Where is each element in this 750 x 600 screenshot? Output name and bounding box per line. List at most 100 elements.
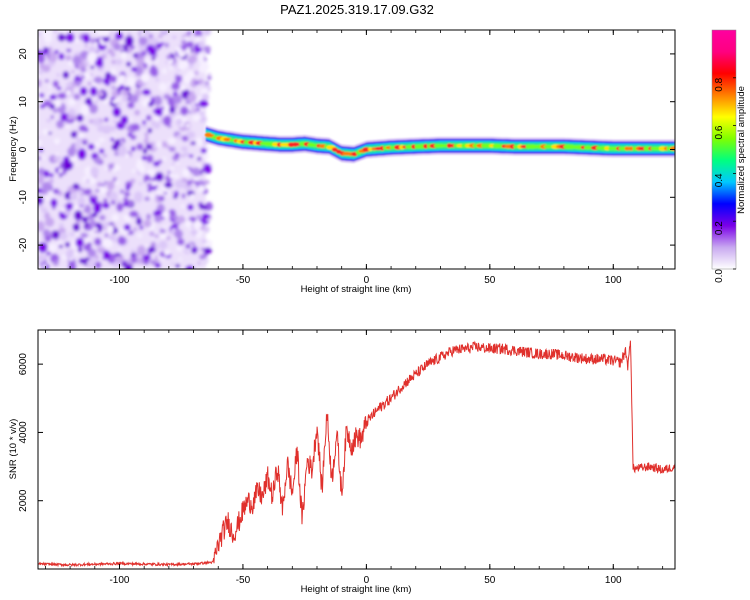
noise-blob bbox=[201, 93, 210, 102]
noise-blob bbox=[147, 188, 152, 192]
noise-blob bbox=[38, 196, 44, 205]
noise-blob bbox=[191, 167, 202, 177]
noise-blob bbox=[86, 259, 96, 269]
noise-blob bbox=[111, 223, 116, 227]
snr-y-tick-label: 4000 bbox=[18, 421, 29, 444]
noise-blob bbox=[161, 141, 168, 148]
noise-blob bbox=[94, 237, 102, 246]
noise-blob bbox=[129, 178, 136, 184]
noise-blob bbox=[38, 174, 45, 184]
noise-blob bbox=[123, 201, 128, 207]
noise-blob bbox=[174, 173, 179, 179]
noise-blob bbox=[171, 162, 175, 166]
noise-blob bbox=[38, 242, 48, 253]
noise-blob bbox=[200, 147, 207, 154]
noise-blob bbox=[161, 30, 167, 33]
ridge-peak bbox=[509, 144, 516, 149]
noise-blob bbox=[207, 75, 212, 80]
noise-blob bbox=[91, 212, 98, 218]
noise-blob bbox=[92, 118, 101, 126]
noise-blob bbox=[194, 30, 203, 38]
snr-y-tick-label: 6000 bbox=[18, 353, 29, 376]
noise-blob bbox=[152, 37, 159, 45]
noise-blob bbox=[82, 33, 91, 44]
noise-blob bbox=[123, 191, 131, 197]
noise-blob bbox=[146, 180, 150, 184]
noise-blob bbox=[44, 217, 55, 227]
noise-blob bbox=[75, 80, 81, 87]
noise-blob bbox=[39, 92, 45, 98]
noise-blob bbox=[174, 179, 184, 189]
noise-blob bbox=[159, 233, 168, 240]
noise-blob bbox=[111, 213, 119, 222]
noise-blob bbox=[207, 72, 212, 77]
noise-blob bbox=[130, 249, 136, 254]
noise-blob bbox=[142, 254, 151, 261]
noise-blob bbox=[171, 82, 181, 91]
noise-blob bbox=[111, 59, 116, 65]
noise-blob bbox=[131, 169, 136, 173]
noise-blob bbox=[155, 77, 160, 82]
noise-blob bbox=[119, 189, 125, 194]
noise-blob bbox=[97, 30, 105, 37]
noise-blob bbox=[74, 251, 78, 256]
noise-blob bbox=[124, 263, 133, 269]
noise-blob bbox=[98, 91, 104, 97]
noise-blob bbox=[125, 153, 131, 158]
noise-blob bbox=[186, 131, 196, 139]
noise-blob bbox=[89, 219, 97, 228]
spectrogram-x-tick-label: 50 bbox=[484, 275, 496, 286]
noise-blob bbox=[42, 31, 49, 38]
ridge-peak bbox=[442, 143, 448, 148]
noise-blob bbox=[109, 74, 117, 83]
spectrogram-ridge bbox=[204, 125, 675, 164]
noise-blob bbox=[126, 61, 132, 67]
noise-blob bbox=[38, 167, 46, 176]
noise-blob bbox=[67, 60, 74, 66]
noise-blob bbox=[44, 212, 51, 220]
noise-blob bbox=[154, 215, 162, 223]
noise-blob bbox=[156, 190, 162, 195]
colorbar-tick-label: 0.4 bbox=[714, 173, 725, 187]
noise-blob bbox=[90, 256, 97, 262]
noise-blob bbox=[168, 111, 178, 118]
ridge-peak bbox=[367, 147, 373, 152]
noise-blob bbox=[73, 210, 83, 221]
noise-blob bbox=[177, 215, 186, 224]
noise-blob bbox=[93, 76, 103, 84]
noise-blob bbox=[130, 123, 141, 131]
ridge-peak bbox=[423, 144, 429, 149]
noise-blob bbox=[186, 31, 192, 35]
noise-blob bbox=[170, 166, 174, 171]
noise-blob bbox=[66, 48, 72, 53]
noise-blob bbox=[186, 70, 196, 80]
noise-blob bbox=[38, 97, 44, 103]
noise-blob bbox=[144, 132, 149, 136]
noise-blob bbox=[78, 124, 88, 132]
noise-blob bbox=[79, 50, 90, 59]
noise-blob bbox=[92, 193, 96, 198]
noise-blob bbox=[65, 250, 74, 260]
noise-blob bbox=[162, 211, 170, 218]
noise-blob bbox=[174, 229, 183, 239]
spectrogram-y-tick-label: -10 bbox=[18, 190, 29, 205]
noise-blob bbox=[77, 133, 85, 139]
noise-blob bbox=[128, 201, 134, 206]
noise-blob bbox=[204, 48, 208, 53]
noise-blob bbox=[173, 62, 178, 68]
noise-blob bbox=[114, 93, 118, 96]
noise-blob bbox=[104, 117, 109, 122]
noise-blob bbox=[120, 46, 125, 51]
noise-blob bbox=[162, 68, 167, 75]
noise-blob bbox=[120, 115, 129, 125]
noise-blob bbox=[136, 158, 143, 167]
spectrogram-x-tick-label: 100 bbox=[605, 275, 622, 286]
noise-blob bbox=[46, 184, 54, 192]
noise-blob bbox=[46, 251, 51, 256]
noise-blob bbox=[67, 146, 77, 157]
noise-blob bbox=[113, 253, 117, 256]
noise-blob bbox=[193, 220, 203, 229]
noise-blob bbox=[107, 163, 115, 170]
